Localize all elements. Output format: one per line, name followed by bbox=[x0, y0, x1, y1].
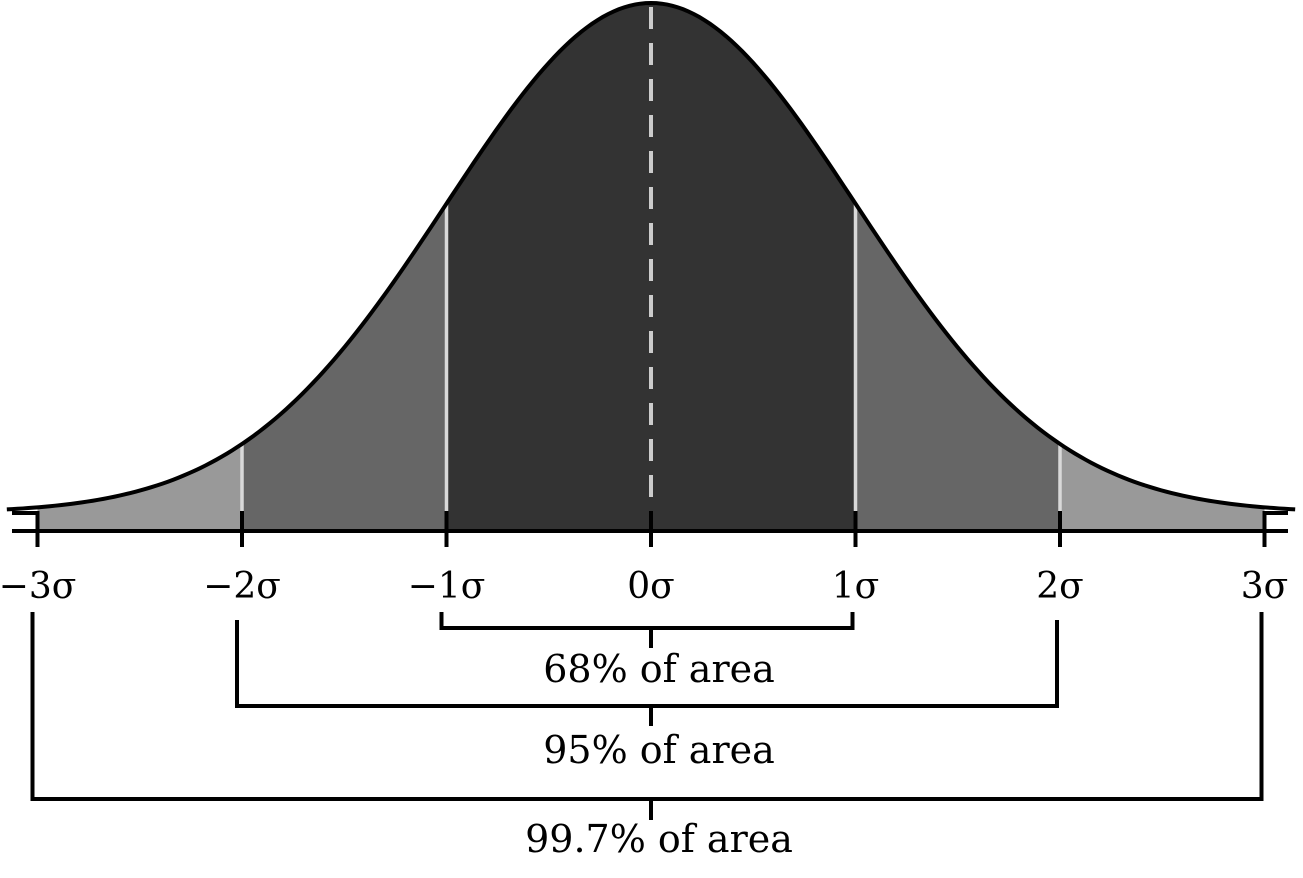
band-2 bbox=[855, 203, 1060, 531]
tick-label-3: 0σ bbox=[627, 566, 674, 607]
bracket-0: 68% of area bbox=[439, 612, 855, 691]
area-brackets: 68% of area 95% of area 99.7% of area bbox=[30, 612, 1264, 861]
tick-label-5: 2σ bbox=[1036, 566, 1083, 607]
x-axis-tick-labels: −3σ −2σ −1σ 0σ 1σ 2σ 3σ bbox=[0, 566, 1288, 607]
bracket-1: 95% of area bbox=[235, 620, 1059, 772]
tick-label-4: 1σ bbox=[832, 566, 879, 607]
tick-label-1: −2σ bbox=[203, 566, 281, 607]
bracket-line-1 bbox=[235, 620, 1059, 708]
area-label-2: 99.7% of area bbox=[525, 817, 793, 861]
tick-label-0: −3σ bbox=[0, 566, 76, 607]
x-axis-ticks bbox=[35, 511, 1267, 547]
bracket-2: 99.7% of area bbox=[30, 612, 1264, 861]
sigma-dividers bbox=[240, 203, 1062, 511]
bracket-line-2 bbox=[30, 612, 1264, 801]
bell-curve bbox=[6, 0, 1296, 512]
band-3 bbox=[37, 443, 242, 531]
band-1 bbox=[242, 203, 447, 532]
area-label-1: 95% of area bbox=[543, 728, 775, 772]
band-4 bbox=[1060, 443, 1265, 531]
tick-label-6: 3σ bbox=[1241, 566, 1288, 607]
tick-label-2: −1σ bbox=[408, 566, 486, 607]
bracket-line-0 bbox=[439, 612, 855, 630]
area-label-0: 68% of area bbox=[543, 647, 775, 691]
